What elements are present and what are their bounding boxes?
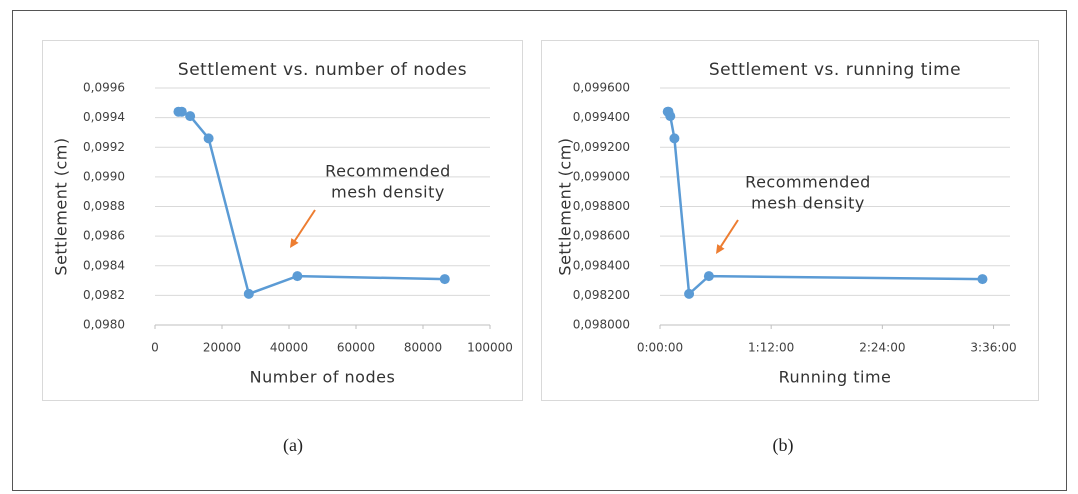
- y-tick-label: 0,0984: [83, 258, 125, 272]
- annotation: Recommended: [325, 162, 451, 181]
- data-point: [185, 111, 196, 122]
- annotation: Recommended: [745, 173, 871, 192]
- y-axis-label: Settlement (cm): [556, 137, 575, 275]
- y-tick-label: 0,098400: [573, 258, 630, 272]
- y-tick-label: 0,0994: [83, 110, 125, 124]
- arrow-head: [716, 244, 725, 254]
- caption: (b): [773, 435, 794, 456]
- x-tick-label: 0:00:00: [637, 341, 683, 355]
- annotation-arrow: [292, 209, 316, 244]
- chart-box: [541, 40, 1039, 401]
- y-tick-label: 0,099000: [573, 169, 630, 183]
- data-point: [243, 288, 254, 299]
- caption: (a): [283, 435, 303, 456]
- y-axis-label: Settlement (cm): [52, 137, 71, 275]
- annotation: mesh density: [751, 194, 865, 213]
- data-point: [669, 133, 680, 144]
- data-point: [176, 106, 187, 117]
- data-point: [684, 288, 695, 299]
- data-point: [703, 271, 714, 282]
- chart-box: [42, 40, 523, 401]
- y-tick-label: 0,098600: [573, 229, 630, 243]
- x-tick-label: 3:36:00: [970, 341, 1016, 355]
- x-tick-label: 2:24:00: [859, 341, 905, 355]
- y-tick-label: 0,0986: [83, 229, 125, 243]
- x-tick-label: 60000: [337, 341, 375, 355]
- x-axis-label: Running time: [779, 368, 892, 387]
- x-tick-label: 1:12:00: [748, 341, 794, 355]
- y-tick-label: 0,0982: [83, 288, 125, 302]
- y-tick-label: 0,099400: [573, 110, 630, 124]
- chart-title: Settlement vs. running time: [709, 60, 961, 80]
- x-tick-label: 0: [151, 341, 159, 355]
- frame: [12, 10, 1067, 491]
- x-tick-label: 80000: [404, 341, 442, 355]
- y-tick-label: 0,098000: [573, 318, 630, 332]
- chart-title: Settlement vs. number of nodes: [178, 60, 467, 80]
- arrow-head: [290, 238, 299, 248]
- y-tick-label: 0,099600: [573, 81, 630, 95]
- y-tick-label: 0,098800: [573, 199, 630, 213]
- y-tick-label: 0,098200: [573, 288, 630, 302]
- x-axis-label: Number of nodes: [250, 368, 396, 387]
- data-point: [292, 271, 303, 282]
- y-tick-label: 0,0980: [83, 318, 125, 332]
- y-tick-label: 0,0992: [83, 140, 125, 154]
- data-point: [203, 133, 214, 144]
- y-tick-label: 0,0996: [83, 81, 125, 95]
- x-tick-label: 20000: [203, 341, 241, 355]
- data-point: [439, 274, 450, 285]
- x-tick-label: 100000: [467, 341, 513, 355]
- y-tick-label: 0,099200: [573, 140, 630, 154]
- annotation-arrow: [718, 219, 739, 250]
- y-tick-label: 0,0990: [83, 169, 125, 183]
- data-point: [977, 274, 988, 285]
- x-tick-label: 40000: [270, 341, 308, 355]
- annotation: mesh density: [331, 183, 445, 202]
- y-tick-label: 0,0988: [83, 199, 125, 213]
- data-point: [665, 111, 676, 122]
